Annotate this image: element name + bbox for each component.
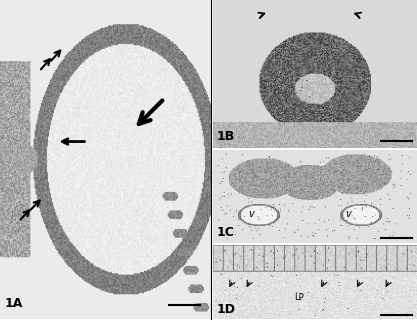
- Text: LP: LP: [294, 293, 304, 302]
- Text: 1B: 1B: [217, 130, 235, 143]
- Text: 1C: 1C: [217, 226, 235, 239]
- Text: 1D: 1D: [217, 303, 236, 316]
- Text: v: v: [345, 209, 351, 219]
- Text: v: v: [249, 209, 254, 219]
- Text: 1A: 1A: [4, 297, 23, 310]
